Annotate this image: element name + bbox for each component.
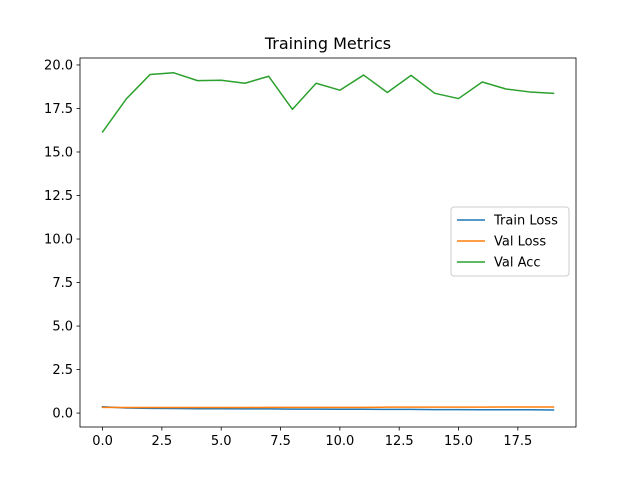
y-tick-label: 7.5 [52,276,73,291]
legend-label: Val Loss [494,235,546,250]
y-tick-label: 15.0 [44,145,73,160]
series-line-val-acc [101,72,555,134]
x-tick-label: 10.0 [325,434,354,449]
y-tick-label: 10.0 [44,233,73,248]
x-tick-label: 0.0 [92,434,113,449]
x-tick-label: 17.5 [503,434,532,449]
series-line-train-loss [101,406,555,411]
legend: Train Loss Val Loss Val Acc [450,206,570,277]
y-tick-label: 20.0 [44,58,73,73]
y-tick-label: 2.5 [52,363,73,378]
y-tick-label: 0.0 [52,407,73,422]
x-tick-label: 5.0 [211,434,232,449]
legend-label: Val Acc [494,256,541,271]
legend-label: Train Loss [493,214,558,229]
legend-box [450,206,570,277]
y-tick-label: 12.5 [44,189,73,204]
x-tick-label: 7.5 [270,434,291,449]
x-tick-label: 15.0 [444,434,473,449]
axes: 0.0 2.5 5.0 7.5 10.0 12.5 15.0 17.5 0.0 2.5 5.0 7.5… [44,57,577,449]
chart-title: Training Metrics [264,34,391,53]
x-tick-label: 12.5 [385,434,414,449]
x-tick-label: 2.5 [152,434,173,449]
y-tick-label: 5.0 [52,320,73,335]
y-tick-label: 17.5 [44,102,73,117]
series-line-val-loss [101,406,555,409]
axes-frame [79,57,577,428]
plot-area [101,72,555,411]
